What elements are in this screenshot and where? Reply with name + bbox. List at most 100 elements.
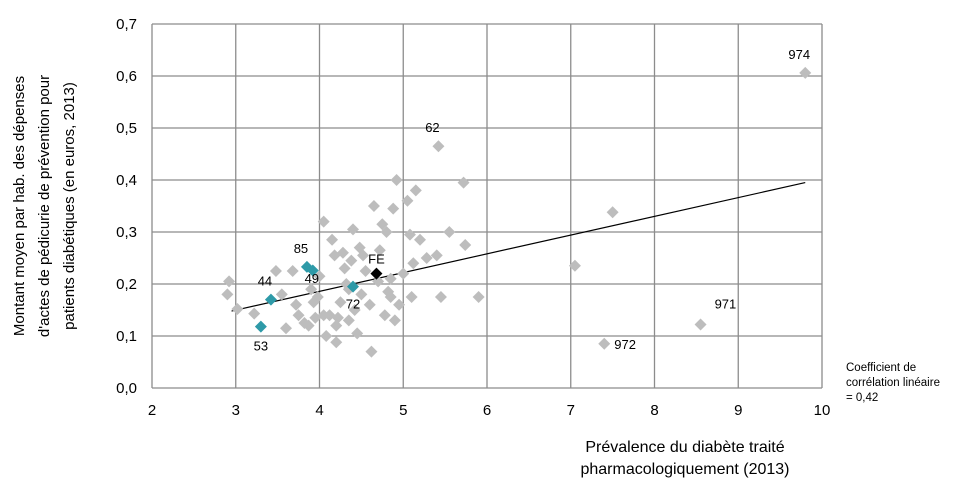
data-point	[393, 298, 406, 311]
data-point	[407, 257, 420, 270]
point-labels: 974 62 971 972 85 44 49 72 53 FE	[254, 47, 810, 354]
x-tick-label: 3	[232, 402, 240, 419]
data-point	[378, 309, 391, 322]
data-point	[401, 194, 414, 207]
data-point	[606, 206, 619, 219]
data-point	[372, 275, 385, 288]
x-tick-label: 8	[650, 402, 658, 419]
data-point	[320, 330, 333, 342]
data-point	[430, 249, 443, 262]
data-point	[414, 233, 426, 246]
data-point	[347, 223, 359, 236]
x-tick-label: 2	[148, 402, 156, 419]
y-axis-label-line: patients diabétiques (en euros, 2013)	[61, 82, 78, 330]
labeled-data-point	[254, 320, 267, 333]
data-point	[367, 200, 380, 212]
point-label: FE	[368, 252, 385, 267]
point-label: 974	[788, 47, 810, 62]
data-point	[334, 296, 347, 309]
data-point	[409, 184, 422, 197]
data-point	[280, 322, 292, 335]
data-point	[390, 174, 403, 186]
data-point	[405, 291, 418, 303]
correlation-note-line: Coefficient de	[846, 362, 917, 374]
trend-line	[231, 182, 806, 312]
y-tick-label: 0,7	[116, 16, 137, 33]
x-tick-label: 6	[483, 402, 491, 419]
point-label: 72	[346, 297, 360, 312]
data-point	[365, 345, 378, 358]
data-point	[326, 233, 339, 246]
data-point	[317, 215, 330, 228]
x-axis-ticks: 2 3 4 5 6 7 8 9 10	[148, 402, 831, 419]
data-point	[373, 244, 386, 257]
data-point	[290, 298, 303, 311]
point-label: 971	[715, 297, 737, 312]
y-tick-label: 0,0	[116, 380, 137, 397]
data-point	[305, 283, 318, 296]
data-point	[345, 254, 358, 267]
data-point	[338, 262, 351, 275]
data-point	[248, 307, 261, 320]
data-points	[221, 66, 812, 358]
x-axis-label-line: Prévalence du diabète traité	[585, 439, 785, 456]
data-point	[275, 288, 288, 301]
labeled-data-point	[598, 337, 611, 350]
x-tick-label: 4	[315, 402, 323, 419]
data-point	[443, 226, 456, 238]
grid	[151, 23, 823, 389]
data-point	[384, 291, 397, 303]
y-tick-label: 0,2	[116, 276, 137, 293]
correlation-note-line: = 0,42	[846, 392, 879, 404]
labeled-data-point	[799, 66, 812, 79]
x-tick-label: 7	[567, 402, 575, 419]
data-point	[357, 249, 370, 262]
x-tick-label: 5	[399, 402, 407, 419]
labeled-data-point	[694, 318, 707, 331]
x-tick-label: 10	[814, 402, 831, 419]
labeled-data-point	[264, 293, 277, 306]
data-point	[472, 291, 485, 303]
labeled-data-point	[370, 267, 383, 280]
data-point	[403, 228, 416, 241]
y-axis-label-line: d'actes de pédicurie de prévention pour	[36, 75, 53, 337]
data-point	[355, 288, 368, 301]
data-point	[286, 265, 299, 277]
y-axis-ticks: 0,0 0,1 0,2 0,3 0,4 0,5 0,6 0,7	[116, 16, 137, 397]
data-point	[292, 309, 305, 322]
trendline	[231, 182, 806, 312]
data-point	[420, 252, 433, 264]
data-point	[348, 304, 361, 316]
y-tick-label: 0,5	[116, 120, 137, 137]
data-point	[380, 226, 393, 238]
data-point	[231, 302, 244, 315]
data-point	[397, 267, 410, 280]
labeled-data-point	[432, 140, 445, 153]
labeled-data-point	[311, 291, 324, 303]
x-tick-label: 9	[734, 402, 742, 419]
data-point	[313, 270, 326, 283]
point-label: 972	[614, 337, 636, 352]
point-label: 85	[294, 241, 308, 256]
data-point	[568, 259, 581, 272]
data-point	[457, 176, 470, 189]
data-point	[330, 319, 343, 332]
data-point	[342, 314, 355, 327]
y-axis-label-line: Montant moyen par hab. des dépenses	[11, 76, 28, 336]
data-point	[459, 239, 472, 251]
point-label: 62	[425, 120, 439, 135]
labeled-data-point	[347, 280, 359, 293]
data-point	[302, 319, 315, 332]
y-tick-label: 0,6	[116, 68, 137, 85]
data-point	[351, 327, 364, 340]
y-axis-label: Montant moyen par hab. des dépenses d'act…	[11, 75, 78, 337]
correlation-note-line: corrélation linéaire	[846, 377, 940, 389]
y-tick-label: 0,1	[116, 328, 137, 345]
point-label: 53	[254, 339, 268, 354]
labeled-data-point	[306, 264, 319, 277]
data-point	[384, 272, 397, 285]
data-point	[359, 265, 372, 277]
y-tick-label: 0,4	[116, 172, 137, 189]
data-point	[387, 202, 400, 215]
data-point	[330, 336, 343, 349]
